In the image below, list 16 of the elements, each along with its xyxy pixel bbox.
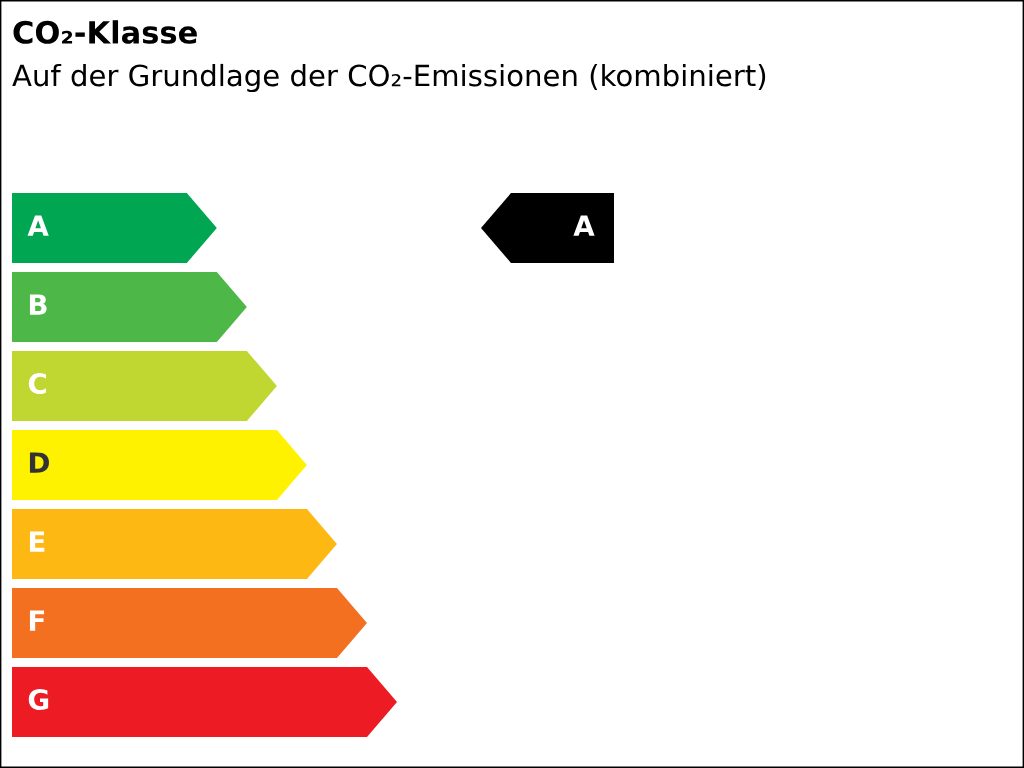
bar	[12, 351, 277, 421]
bar	[12, 509, 337, 579]
bar	[12, 430, 307, 500]
y-tick-label: D	[29, 452, 50, 473]
chart-subtitle: Auf der Grundlage der CO₂-Emissionen (kombiniert)	[12, 63, 766, 93]
bar	[12, 667, 397, 737]
y-tick-label: G	[28, 689, 49, 711]
text: A	[573, 215, 595, 236]
y-tick-label: B	[29, 294, 47, 315]
y-tick-label: C	[28, 373, 47, 395]
y-tick-label: F	[29, 610, 45, 631]
y-tick-label: A	[27, 215, 49, 236]
chart-title: CO₂-Klasse	[13, 20, 197, 44]
y-tick-label: E	[29, 531, 45, 552]
bar	[12, 588, 367, 658]
bar	[12, 272, 247, 342]
